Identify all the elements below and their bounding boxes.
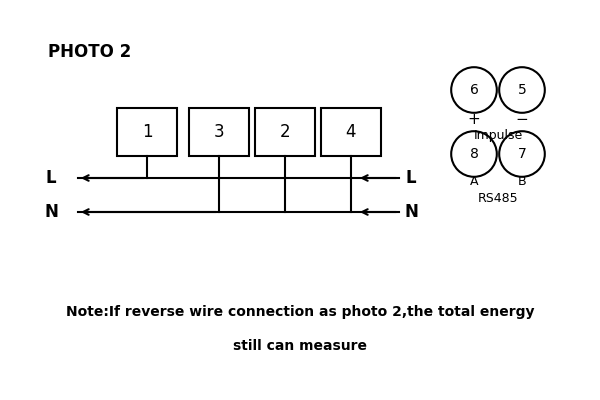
Text: 6: 6 xyxy=(470,83,478,97)
Text: 3: 3 xyxy=(214,123,224,141)
Text: N: N xyxy=(44,203,58,221)
Text: A: A xyxy=(470,176,478,188)
Text: PHOTO 2: PHOTO 2 xyxy=(48,43,131,61)
Text: 8: 8 xyxy=(470,147,478,161)
Ellipse shape xyxy=(499,67,545,113)
Ellipse shape xyxy=(451,67,497,113)
Text: Note:If reverse wire connection as photo 2,the total energy: Note:If reverse wire connection as photo… xyxy=(66,305,534,319)
Bar xyxy=(321,108,381,156)
Text: RS485: RS485 xyxy=(478,192,518,204)
Text: B: B xyxy=(518,176,526,188)
Text: 5: 5 xyxy=(518,83,526,97)
Text: L: L xyxy=(406,169,416,187)
Text: 2: 2 xyxy=(280,123,290,141)
Bar xyxy=(117,108,177,156)
Ellipse shape xyxy=(451,131,497,177)
Bar xyxy=(189,108,249,156)
Text: L: L xyxy=(46,169,56,187)
Text: still can measure: still can measure xyxy=(233,339,367,353)
Text: N: N xyxy=(404,203,418,221)
Text: −: − xyxy=(515,112,529,128)
Text: 1: 1 xyxy=(142,123,152,141)
Bar xyxy=(255,108,315,156)
Ellipse shape xyxy=(499,131,545,177)
Text: 7: 7 xyxy=(518,147,526,161)
Text: +: + xyxy=(467,112,481,128)
Text: 4: 4 xyxy=(346,123,356,141)
Text: Impulse: Impulse xyxy=(473,130,523,142)
